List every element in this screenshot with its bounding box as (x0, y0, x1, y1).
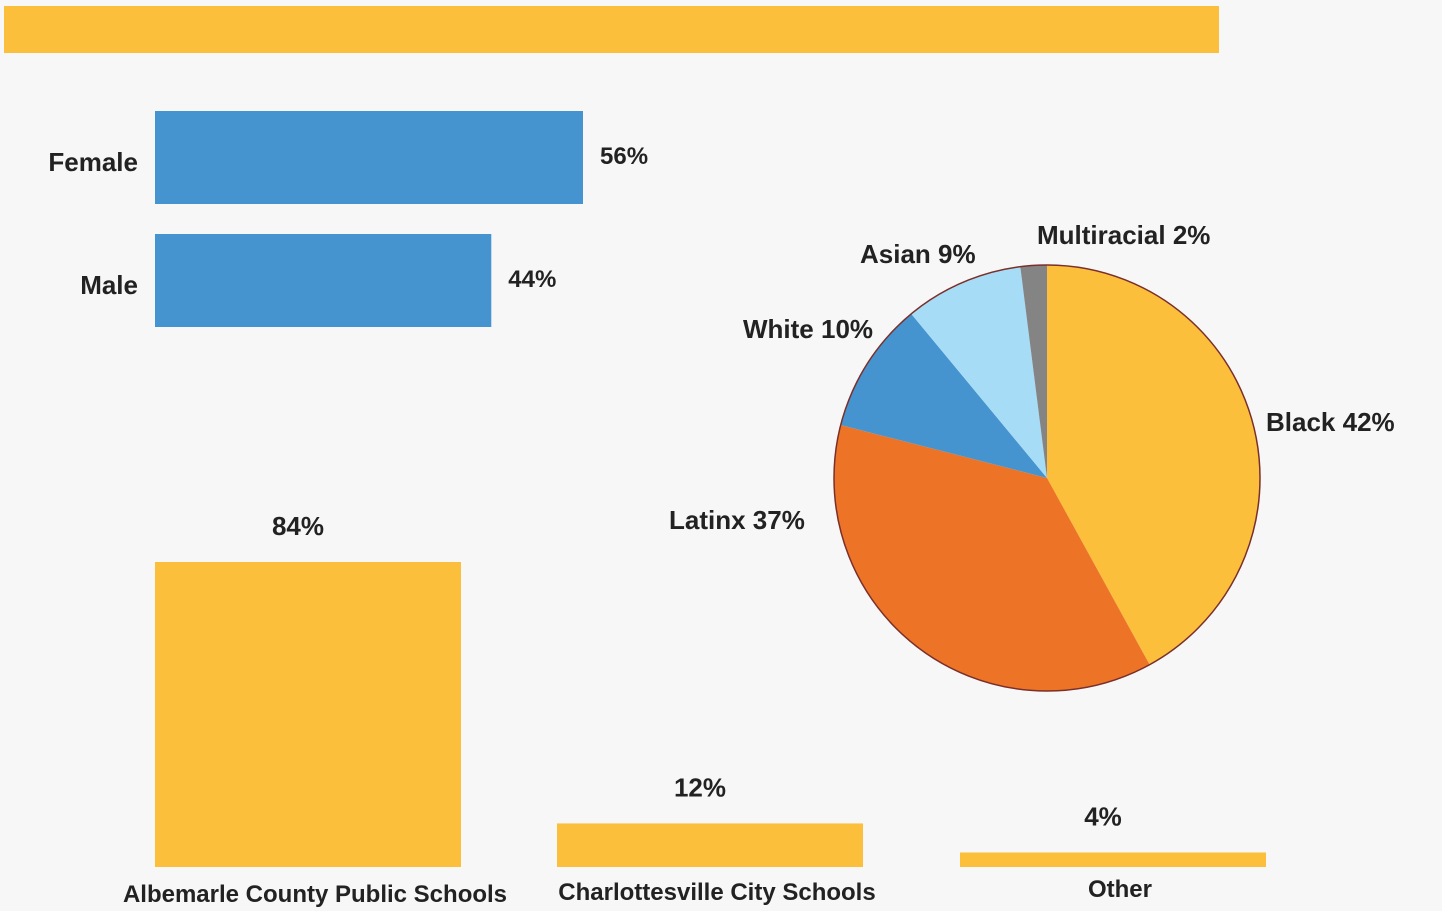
pie-slice-white (840, 313, 1047, 478)
school-bar-chart: 84% Albemarle County Public Schools 12% Cha… (123, 511, 1266, 908)
bar-albemarle-county-public-schools (155, 562, 461, 867)
pie-slice-asian (911, 266, 1047, 478)
pie-slice-multiracial (1020, 265, 1047, 478)
category-label-albemarle-county-public-schools: Albemarle County Public Schools (123, 881, 507, 908)
slice-label-asian: Asian 9% (860, 239, 976, 269)
category-label-male: Male (80, 270, 138, 300)
bar-female (155, 111, 583, 204)
header-band (4, 6, 1219, 53)
value-label-female: 56% (600, 143, 648, 170)
value-label-other: 4% (1084, 801, 1122, 831)
bar-charlottesville-city-schools (557, 823, 863, 867)
pie-slice-black (1047, 265, 1260, 665)
value-label-charlottesville-city-schools: 12% (674, 772, 726, 802)
slice-label-white: White 10% (743, 314, 873, 344)
category-label-charlottesville-city-schools: Charlottesville City Schools (558, 879, 875, 906)
category-label-other: Other (1088, 876, 1152, 903)
slice-label-black: Black 42% (1266, 407, 1395, 437)
pie-slice-latinx (833, 425, 1150, 691)
slice-label-multiracial: Multiracial 2% (1037, 220, 1210, 250)
gender-bar-chart: Female 56% Male 44% (48, 111, 648, 327)
bar-male (155, 234, 492, 327)
value-label-albemarle-county-public-schools: 84% (272, 511, 324, 541)
value-label-male: 44% (508, 266, 556, 293)
slice-label-latinx: Latinx 37% (669, 505, 805, 535)
category-label-female: Female (48, 147, 138, 177)
bar-other (960, 852, 1266, 867)
race-pie-chart: Black 42% Latinx 37% White 10% Asian 9% Mult… (669, 220, 1395, 692)
pie-outline (833, 264, 1261, 692)
